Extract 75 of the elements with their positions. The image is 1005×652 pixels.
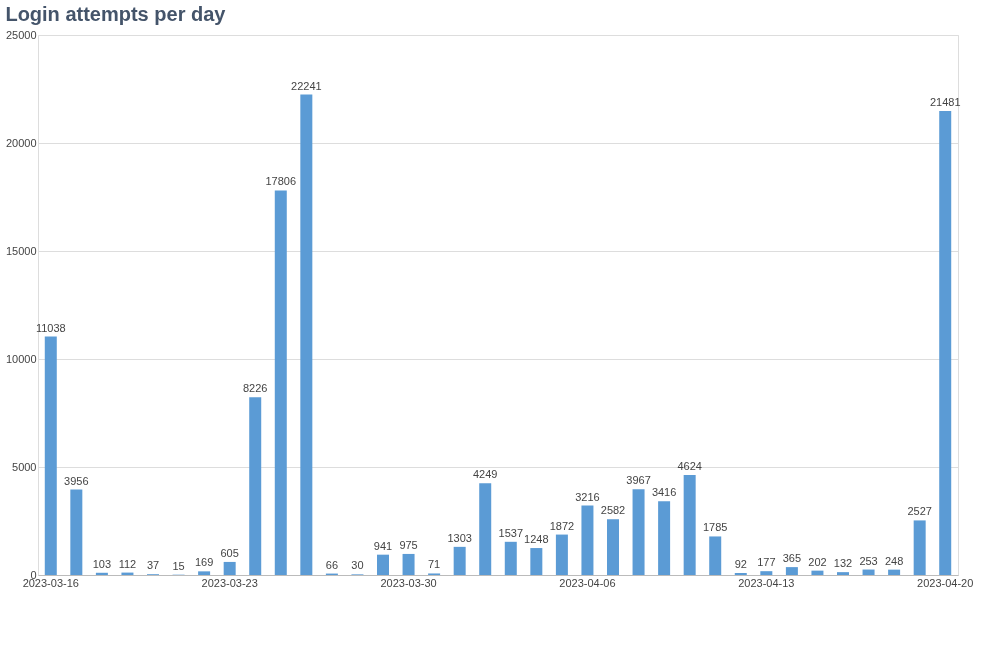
- data-label: 17806: [265, 175, 297, 188]
- x-tick-label: 2023-03-30: [380, 576, 437, 589]
- data-label: 177: [757, 556, 776, 569]
- data-label: 15: [172, 559, 185, 572]
- data-label: 71: [427, 558, 441, 571]
- bar: [530, 548, 543, 575]
- bar: [683, 475, 696, 575]
- bar: [249, 397, 262, 575]
- bar: [453, 546, 466, 575]
- data-label: 3967: [626, 474, 651, 487]
- chart-title: Login attempts per day: [5, 3, 227, 25]
- data-label: 4624: [677, 460, 702, 473]
- bar: [274, 190, 287, 575]
- data-label: 2582: [600, 504, 626, 517]
- data-label: 253: [859, 554, 878, 567]
- data-label: 30: [351, 559, 364, 572]
- x-tick-label: 2023-04-13: [738, 576, 795, 589]
- bar: [223, 561, 236, 575]
- data-label: 1537: [498, 526, 524, 539]
- bar: [402, 553, 415, 575]
- bar: [785, 567, 798, 575]
- bar: [811, 570, 824, 575]
- bar: [888, 569, 901, 575]
- data-label: 21481: [929, 96, 961, 109]
- data-label: 2527: [907, 505, 932, 518]
- bar: [632, 489, 645, 575]
- y-tick-label: 10000: [5, 352, 37, 365]
- bar: [913, 520, 926, 575]
- bar: [479, 483, 492, 575]
- bar: [504, 541, 517, 575]
- data-label: 92: [734, 558, 747, 571]
- bar: [709, 536, 722, 575]
- data-label: 3416: [651, 486, 677, 499]
- bar: [44, 336, 57, 575]
- y-tick-label: 5000: [12, 460, 37, 473]
- data-label: 112: [118, 557, 137, 570]
- data-label: 1785: [702, 521, 728, 534]
- bar: [837, 572, 849, 575]
- bar: [760, 571, 773, 575]
- data-label: 66: [325, 558, 339, 571]
- data-label: 1248: [524, 533, 549, 546]
- data-label: 1303: [447, 531, 472, 544]
- data-label: 605: [220, 546, 239, 559]
- data-label: 365: [782, 552, 802, 565]
- x-tick-label: 2023-03-23: [201, 576, 258, 589]
- bar: [300, 94, 313, 575]
- data-label: 103: [92, 557, 112, 570]
- bar: [377, 554, 389, 575]
- bar: [607, 519, 619, 575]
- bar: [581, 505, 594, 575]
- bar: [198, 571, 211, 575]
- bar: [555, 534, 568, 575]
- data-label: 4249: [472, 468, 498, 481]
- y-tick-label: 25000: [5, 28, 37, 41]
- data-label: 132: [833, 557, 853, 570]
- x-tick-label: 2023-04-06: [559, 576, 616, 589]
- x-tick-label: 2023-04-20: [917, 576, 974, 589]
- data-label: 11038: [35, 321, 66, 334]
- bar: [862, 569, 875, 575]
- data-label: 941: [373, 539, 393, 552]
- data-label: 975: [399, 538, 418, 551]
- data-label: 37: [146, 559, 160, 572]
- data-label: 202: [808, 555, 827, 568]
- bar: [658, 501, 671, 575]
- data-label: 3216: [575, 490, 600, 503]
- bar: [939, 111, 952, 575]
- data-label: 248: [884, 554, 904, 567]
- data-label: 3956: [64, 474, 89, 487]
- data-label: 169: [194, 556, 214, 569]
- data-label: 22241: [291, 79, 322, 92]
- bar: [70, 489, 83, 575]
- y-tick-label: 15000: [5, 244, 37, 257]
- data-label: 1872: [549, 519, 575, 532]
- y-tick-label: 20000: [5, 136, 37, 149]
- data-label: 8226: [242, 382, 268, 395]
